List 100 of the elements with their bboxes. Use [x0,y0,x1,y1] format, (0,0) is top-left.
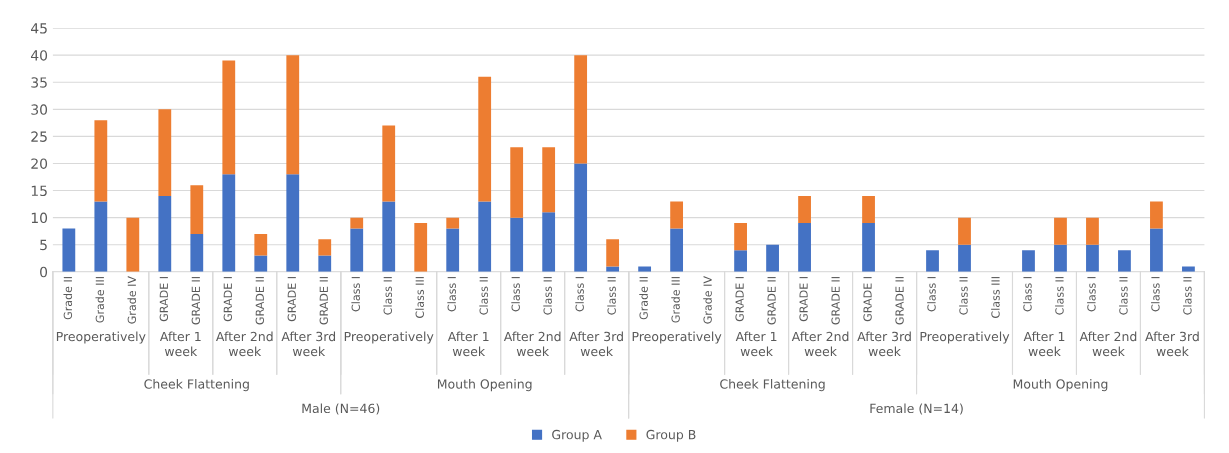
x-tick-label: Grade III [95,277,105,323]
x-tick-label: Class II [959,277,968,315]
x-tick-label: GRADE II [319,277,328,325]
text: After 2nd week [215,331,273,357]
x-tick-label: Grade IV [127,276,137,324]
x-tick-label: GRADE II [895,277,904,325]
bar [574,55,588,164]
legend-label: Group A [552,429,602,442]
x-tick-label: Class II [383,277,392,315]
bar [798,195,811,224]
x-tick-label: GRADE II [255,277,264,325]
text: Preoperatively [632,331,722,344]
text: After 2nd week [1079,331,1137,357]
bar [1086,244,1099,272]
x-tick-label: Class I [1151,277,1160,312]
x-tick-label: Class II [607,277,616,315]
bar [670,201,684,229]
x-tick-label: Class III [991,277,1000,318]
x-tick-label: GRADE II [767,277,776,325]
text: After 3rd week [1145,331,1199,357]
x-tick-label: Class II [1183,277,1192,315]
text: Mouth Opening [1013,379,1108,392]
text: Preoperatively [344,331,434,344]
bar [94,201,108,272]
bar [286,55,300,175]
bar [1118,250,1131,272]
bar [606,266,620,272]
x-tick-label: GRADE I [287,277,296,322]
bar [574,163,588,272]
bar [414,223,428,272]
x-tick-label: GRADE I [863,277,872,322]
legend-label: Group B [646,429,696,442]
bar [766,244,779,272]
bar [318,255,332,272]
bar [1150,201,1163,229]
bar [190,233,204,272]
x-tick-label: Class I [1087,277,1096,312]
y-tick-label: 30 [31,104,48,115]
x-tick-label: Class III [415,277,424,318]
x-tick-label: Class II [543,277,552,315]
x-tick-label: Class I [1023,277,1032,312]
bar [446,228,460,272]
bar [1054,217,1067,245]
text: After 2nd week [791,331,849,357]
x-tick-label: Class II [479,277,488,315]
x-tick-label: Class I [927,277,936,312]
text: Mouth Opening [437,379,532,392]
x-tick-label: Class I [575,277,584,312]
bar [1054,244,1067,272]
bar [862,223,875,272]
bar [1086,217,1099,245]
bar [382,201,396,272]
bar [510,217,524,272]
bar [478,76,492,202]
bar [446,217,460,229]
text: Female (N=14) [870,403,963,415]
x-tick-label: Class II [1119,277,1128,315]
text: After 1 week [1023,331,1065,357]
x-tick-label: Grade II [639,277,648,320]
text: Cheek Flattening [720,379,825,392]
y-tick-label: 0 [40,266,48,278]
bar [158,195,172,272]
bar [798,223,811,272]
bar [926,250,939,272]
bar [94,120,108,202]
bar [638,266,652,272]
x-tick-label: Grade II [63,277,73,320]
x-tick-label: GRADE I [159,277,169,322]
bar [510,147,524,218]
bar [606,239,620,267]
bar [958,244,971,272]
x-tick-label: Grade IV [703,276,712,324]
x-tick-label: GRADE II [831,277,840,325]
bar [254,255,268,272]
text: Preoperatively [56,331,146,344]
x-tick-label: Class II [1055,277,1064,315]
bar [670,228,684,272]
y-tick-label: 35 [31,77,47,88]
x-tick-label: Class I [351,277,360,312]
bar [350,228,364,272]
bar [254,233,268,256]
bar [542,212,556,272]
y-tick-label: 25 [31,131,47,142]
x-tick-label: GRADE II [191,277,201,325]
bar [478,201,492,272]
y-tick-label: 45 [30,23,47,34]
y-tick-label: 15 [31,185,47,197]
bar [1150,228,1163,272]
bar [190,185,204,234]
bar [862,195,875,224]
x-tick-label: GRADE I [223,277,233,322]
bar [318,239,332,256]
text: Preoperatively [920,331,1010,344]
text: Male (N=46) [302,403,380,415]
y-tick-label: 20 [31,158,48,169]
bar [62,228,76,272]
text: After 3rd week [857,331,911,357]
bar [542,147,556,213]
text: Cheek Flattening [144,379,249,392]
bar [222,174,236,272]
